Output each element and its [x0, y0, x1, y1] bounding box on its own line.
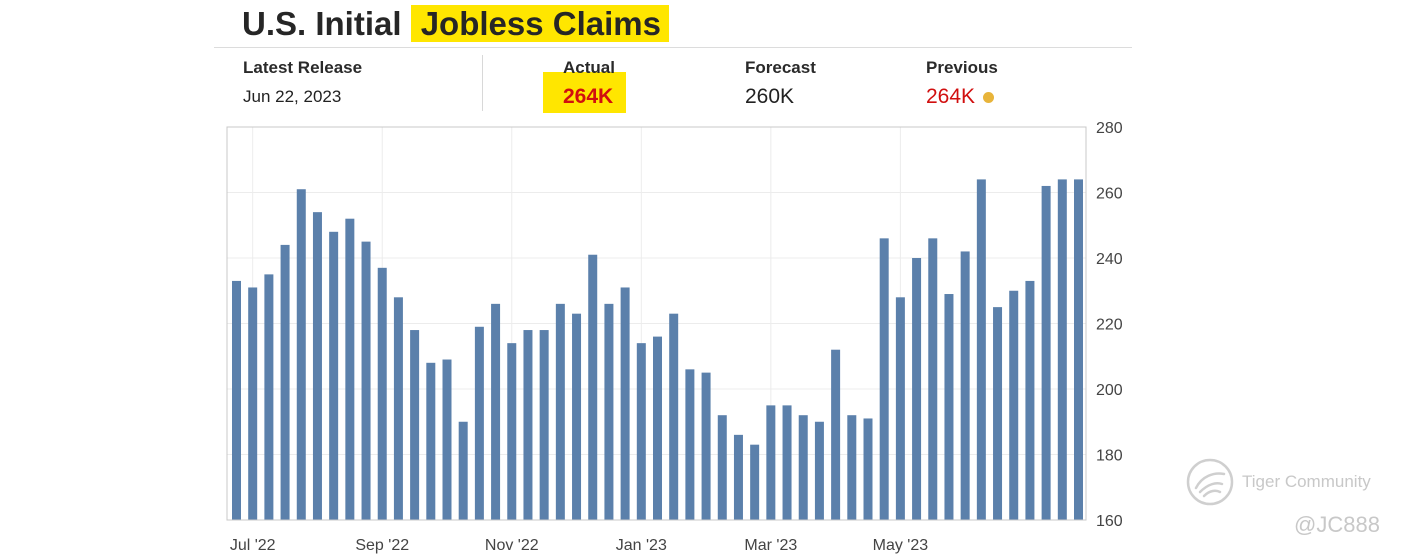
bar — [928, 238, 938, 520]
bar — [507, 343, 517, 520]
bar — [895, 297, 905, 520]
actual-stat: Actual 264K — [563, 58, 615, 110]
latest-release-value: Jun 22, 2023 — [243, 87, 342, 106]
bar — [798, 415, 808, 520]
x-axis-ticks: Jul '22 Sep '22 Nov '22 Jan '23 Mar '23 May '… — [230, 537, 928, 554]
bar — [426, 362, 436, 520]
bar — [329, 231, 339, 521]
bar — [847, 415, 857, 520]
latest-release-stat: Latest Release Jun 22, 2023 — [243, 58, 362, 110]
bar — [588, 254, 598, 520]
bar — [912, 258, 922, 520]
title-highlight: Jobless Claims — [410, 5, 669, 42]
bar — [555, 303, 565, 520]
bar — [993, 307, 1003, 520]
bar — [232, 280, 241, 520]
y-tick-label: 180 — [1096, 448, 1123, 465]
chart-title: U.S. Initial Jobless Claims — [242, 4, 669, 44]
bar — [393, 297, 403, 520]
latest-release-label: Latest Release — [243, 58, 363, 77]
bar — [1041, 185, 1051, 520]
bar — [685, 369, 695, 520]
x-tick-label: Jul '22 — [230, 537, 276, 554]
previous-dot-icon — [983, 91, 995, 103]
bar — [312, 212, 322, 520]
bar — [264, 274, 274, 520]
title-prefix: U.S. Initial — [242, 5, 402, 42]
bar — [539, 330, 549, 520]
bar — [620, 287, 630, 520]
x-tick-label: Jan '23 — [616, 537, 667, 554]
bar — [750, 444, 760, 520]
x-tick-label: May '23 — [873, 537, 929, 554]
previous-value: 264K — [926, 85, 976, 108]
bar — [636, 343, 646, 520]
bar — [976, 179, 986, 520]
bar — [814, 421, 824, 520]
stats-divider — [482, 55, 483, 111]
bar — [733, 434, 743, 520]
y-tick-label: 280 — [1096, 120, 1123, 137]
bar — [863, 418, 873, 520]
x-tick-label: Sep '22 — [355, 537, 409, 554]
bar — [296, 189, 306, 520]
x-tick-label: Nov '22 — [485, 537, 539, 554]
bar — [248, 287, 258, 520]
bar — [782, 405, 792, 520]
bar — [1009, 290, 1019, 520]
tiger-logo-icon — [1186, 458, 1234, 506]
bar — [653, 336, 662, 520]
bar — [701, 372, 711, 520]
bar — [572, 313, 582, 520]
bar — [604, 303, 614, 520]
bar — [944, 294, 954, 520]
bar — [766, 405, 776, 520]
bars — [232, 179, 1083, 521]
bar — [491, 303, 501, 520]
bar — [831, 349, 841, 520]
bar — [474, 326, 484, 520]
watermark-handle: @JC888 — [1294, 512, 1380, 537]
bar — [345, 218, 355, 520]
watermark: Tiger Community @JC888 — [1186, 458, 1401, 554]
bar — [377, 267, 387, 520]
bar — [410, 330, 420, 520]
y-tick-label: 200 — [1096, 382, 1123, 399]
y-axis-ticks: 160 180 200 220 240 260 280 — [1096, 120, 1123, 530]
watermark-brand: Tiger Community — [1242, 472, 1371, 491]
bar — [1074, 179, 1083, 520]
bar — [1025, 280, 1035, 520]
bar — [442, 359, 452, 520]
forecast-label: Forecast — [745, 58, 816, 77]
bar — [523, 330, 533, 520]
x-tick-label: Mar '23 — [744, 537, 797, 554]
title-divider — [214, 47, 1132, 48]
bar — [280, 244, 290, 520]
previous-value-row: 264K — [926, 84, 998, 110]
y-tick-label: 220 — [1096, 317, 1123, 334]
actual-highlight — [543, 72, 626, 113]
bar — [879, 238, 889, 520]
actual-label: Actual — [563, 58, 615, 77]
bar — [361, 241, 371, 520]
previous-label: Previous — [926, 58, 998, 77]
y-tick-label: 240 — [1096, 251, 1123, 268]
actual-value: 264K — [563, 85, 614, 108]
forecast-stat: Forecast 260K — [745, 58, 816, 110]
bar — [458, 421, 468, 520]
previous-stat: Previous 264K — [926, 58, 998, 110]
bar — [669, 313, 679, 520]
y-tick-label: 160 — [1096, 513, 1123, 530]
bar — [960, 251, 970, 520]
y-tick-label: 260 — [1096, 186, 1123, 203]
plot-frame — [226, 126, 1087, 521]
forecast-value: 260K — [745, 85, 795, 108]
bar — [1057, 179, 1067, 520]
bar — [717, 415, 727, 520]
